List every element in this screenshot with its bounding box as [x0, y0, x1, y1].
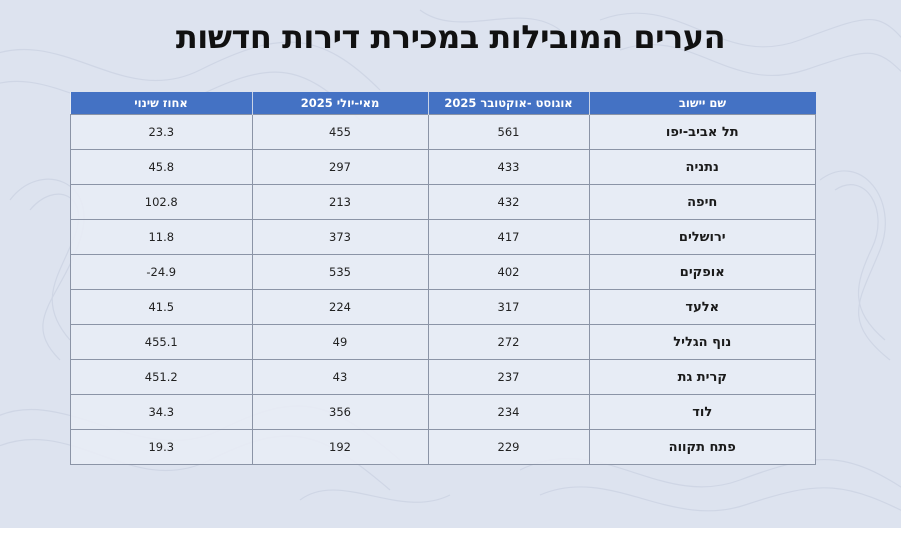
aug-oct-cell: 234 — [427, 394, 590, 430]
column-header-aug-oct: אוגוסט -אוקטובר 2025 — [427, 92, 589, 115]
change-cell: -24.9 — [70, 254, 253, 290]
city-cell: ירושלים — [588, 219, 816, 255]
change-cell: 455.1 — [70, 324, 253, 360]
may-jul-cell: 356 — [251, 394, 429, 430]
city-cell: אלעד — [588, 289, 816, 325]
bottom-margin — [0, 528, 907, 536]
may-jul-cell: 535 — [251, 254, 429, 290]
table-header-row: שם יישוב אוגוסט -אוקטובר 2025 מאי-יולי 2… — [70, 92, 816, 115]
city-cell: נתניה — [588, 149, 816, 185]
city-cell: פתח תקווה — [588, 429, 816, 465]
change-cell: 45.8 — [70, 149, 253, 185]
table-row: חיפה 432 213 102.8 — [70, 184, 816, 220]
table-row: ירושלים 417 373 11.8 — [70, 219, 816, 255]
change-cell: 102.8 — [70, 184, 253, 220]
table-row: אופקים 402 535 -24.9 — [70, 254, 816, 290]
may-jul-cell: 224 — [251, 289, 429, 325]
table-row: פתח תקווה 229 192 19.3 — [70, 429, 816, 465]
page-title: הערים המובילות במכירת דירות חדשות — [175, 18, 726, 56]
aug-oct-cell: 417 — [427, 219, 590, 255]
aug-oct-cell: 317 — [427, 289, 590, 325]
table-row: לוד 234 356 34.3 — [70, 394, 816, 430]
city-cell: נוף הגליל — [588, 324, 816, 360]
aug-oct-cell: 432 — [427, 184, 590, 220]
may-jul-cell: 49 — [251, 324, 429, 360]
city-cell: תל אביב-יפו — [588, 114, 816, 150]
table-row: קרית גת 237 43 451.2 — [70, 359, 816, 395]
city-cell: קרית גת — [588, 359, 816, 395]
change-cell: 23.3 — [70, 114, 253, 150]
city-cell: אופקים — [588, 254, 816, 290]
column-header-may-jul: מאי-יולי 2025 — [251, 92, 428, 115]
city-cell: חיפה — [588, 184, 816, 220]
may-jul-cell: 373 — [251, 219, 429, 255]
change-cell: 34.3 — [70, 394, 253, 430]
change-cell: 11.8 — [70, 219, 253, 255]
may-jul-cell: 192 — [251, 429, 429, 465]
may-jul-cell: 455 — [251, 114, 429, 150]
change-cell: 451.2 — [70, 359, 253, 395]
aug-oct-cell: 433 — [427, 149, 590, 185]
column-header-change: אחוז שינוי — [70, 92, 252, 115]
sales-table: שם יישוב אוגוסט -אוקטובר 2025 מאי-יולי 2… — [70, 92, 816, 465]
column-header-city: שם יישוב — [588, 92, 816, 115]
may-jul-cell: 213 — [251, 184, 429, 220]
aug-oct-cell: 272 — [427, 324, 590, 360]
may-jul-cell: 297 — [251, 149, 429, 185]
city-cell: לוד — [588, 394, 816, 430]
aug-oct-cell: 561 — [427, 114, 590, 150]
table-row: תל אביב-יפו 561 455 23.3 — [70, 114, 816, 150]
aug-oct-cell: 402 — [427, 254, 590, 290]
aug-oct-cell: 229 — [427, 429, 590, 465]
slide: הערים המובילות במכירת דירות חדשות שם ייש… — [0, 0, 901, 528]
change-cell: 19.3 — [70, 429, 253, 465]
aug-oct-cell: 237 — [427, 359, 590, 395]
table-row: אלעד 317 224 41.5 — [70, 289, 816, 325]
table-row: נתניה 433 297 45.8 — [70, 149, 816, 185]
table-row: נוף הגליל 272 49 455.1 — [70, 324, 816, 360]
may-jul-cell: 43 — [251, 359, 429, 395]
change-cell: 41.5 — [70, 289, 253, 325]
